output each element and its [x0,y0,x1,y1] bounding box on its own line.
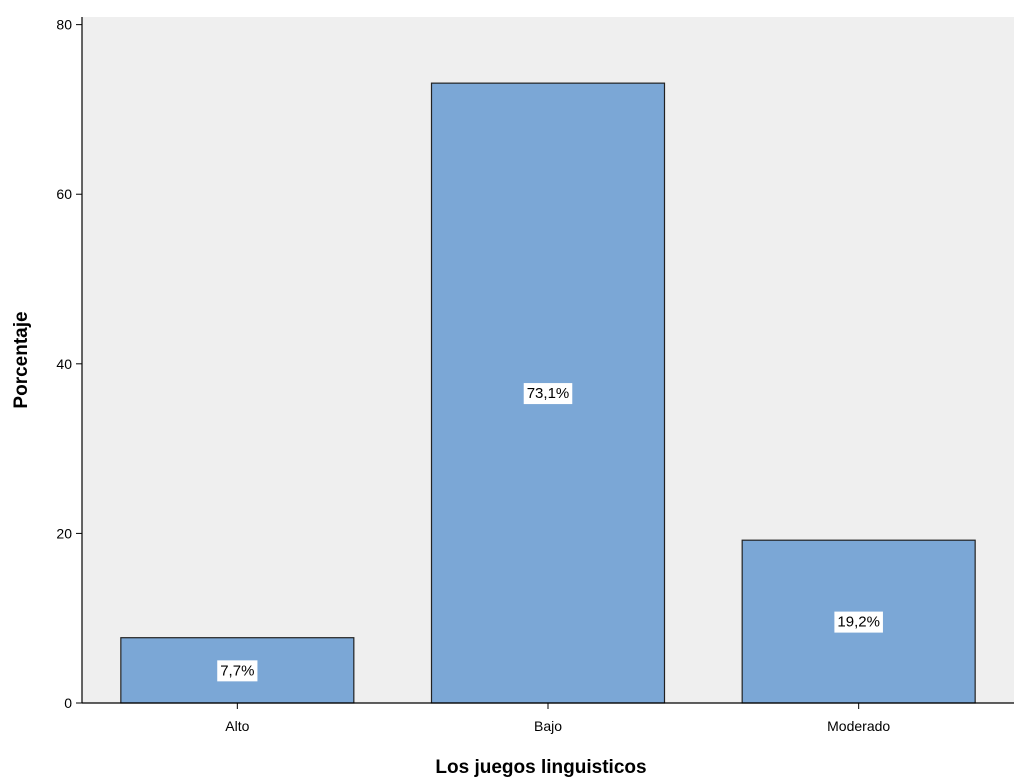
x-axis-title: Los juegos linguisticos [435,757,646,778]
data-label-box-bajo [523,383,573,405]
y-tick-label: 0 [64,695,72,711]
x-ticks-group: Alto Bajo Moderado [225,703,890,734]
x-tick-label: Bajo [534,718,562,734]
y-tick-label: 80 [56,17,72,33]
x-tick-label: Alto [225,718,249,734]
y-axis-title: Porcentaje [11,311,32,408]
y-tick-label: 40 [56,356,72,372]
y-ticks-group: 0 20 40 60 80 [56,17,82,711]
data-label-moderado: 19,2% [837,614,880,631]
y-tick-label: 20 [56,525,72,541]
data-label-box-alto [217,660,258,682]
data-label-bajo: 73,1% [527,385,570,402]
y-tick-label: 60 [56,186,72,202]
data-labels-group: 7,7% 73,1% 19,2% [217,383,883,682]
x-tick-label: Moderado [827,718,890,734]
data-label-alto: 7,7% [220,662,254,679]
data-label-box-moderado [834,611,883,633]
